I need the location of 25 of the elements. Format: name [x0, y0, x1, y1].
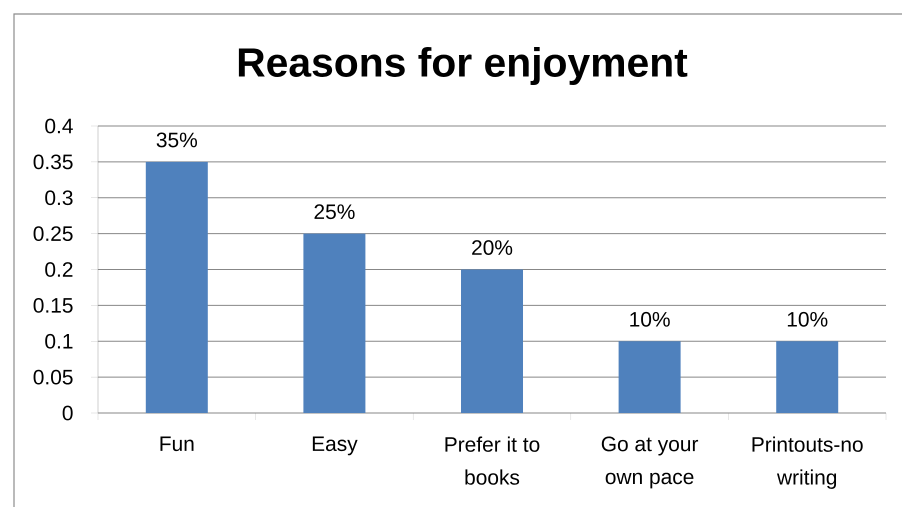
y-tick-label: 0.1	[45, 334, 72, 349]
y-tick-label: 0.15	[34, 298, 73, 313]
chart-title: Reasons for enjoyment	[238, 46, 688, 86]
bar	[776, 341, 838, 413]
data-label: 10%	[788, 312, 828, 327]
bar	[303, 234, 366, 413]
y-tick-label: 0.35	[34, 154, 73, 170]
x-tick-label: Easy	[312, 436, 358, 456]
x-tick-label: Fun	[160, 436, 194, 452]
bar	[618, 341, 681, 413]
y-tick-label: 0.25	[34, 226, 73, 242]
y-tick-label: 0.2	[45, 262, 72, 277]
y-tick-label: 0.3	[45, 190, 73, 206]
x-tick-label: Go at your own pace	[602, 436, 698, 488]
bar	[146, 162, 208, 413]
y-tick-label: 0	[62, 406, 73, 420]
y-tick-label: 0.4	[45, 118, 73, 134]
bar	[461, 270, 524, 413]
data-label: 35%	[156, 132, 197, 148]
data-label: 20%	[472, 240, 512, 255]
x-tick-label: Printouts-no writing	[752, 436, 863, 489]
data-label: 10%	[630, 312, 670, 327]
y-tick-label: 0.05	[34, 370, 73, 385]
data-label: 25%	[314, 204, 355, 220]
x-tick-label: Prefer it to books	[445, 436, 540, 485]
